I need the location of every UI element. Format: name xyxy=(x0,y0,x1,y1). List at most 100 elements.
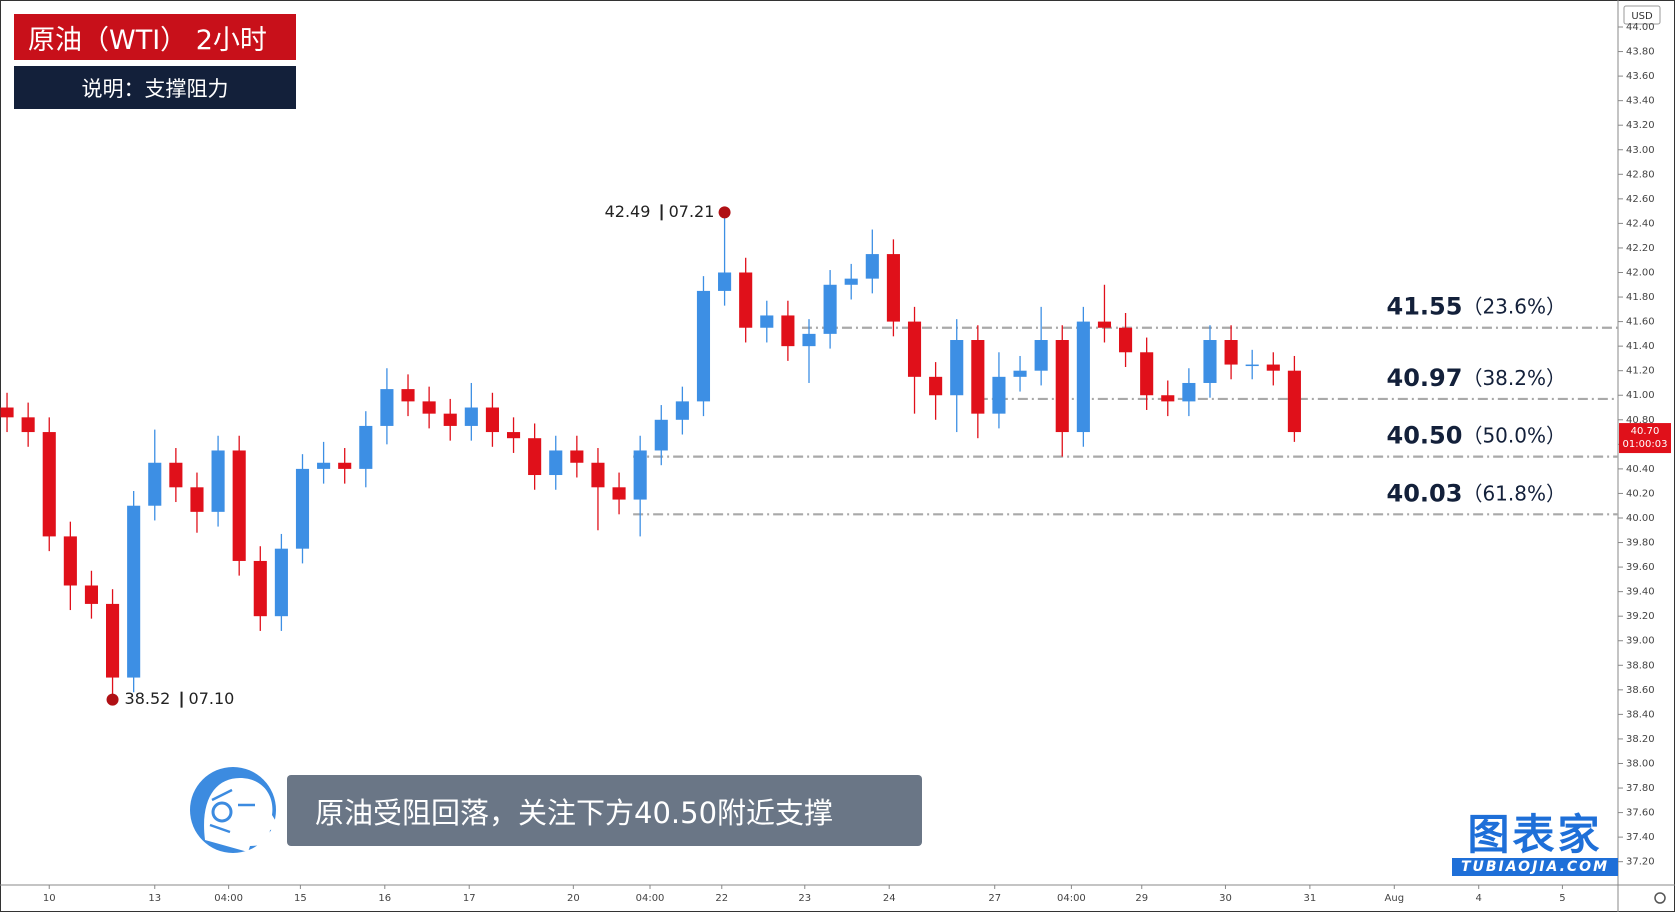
candle-body xyxy=(1119,327,1133,353)
y-tick-label: 38.20 xyxy=(1626,734,1655,745)
candle-body xyxy=(1140,352,1154,396)
fib-ratio: （23.6%） xyxy=(1462,294,1566,318)
candle-body xyxy=(359,425,373,469)
candle-body xyxy=(549,450,563,476)
y-tick-label: 43.80 xyxy=(1626,47,1655,58)
candle-body xyxy=(781,315,795,347)
candle-body xyxy=(380,389,394,426)
x-tick-label: 13 xyxy=(148,893,161,904)
candle-body xyxy=(211,450,225,512)
fib-price: 41.55 xyxy=(1387,293,1463,321)
candle-body xyxy=(42,432,56,537)
candle-body xyxy=(295,468,310,549)
candle-body xyxy=(591,462,605,488)
candle-body xyxy=(422,401,436,414)
y-tick-label: 39.40 xyxy=(1626,587,1655,598)
fib-ratio: （61.8%） xyxy=(1462,481,1566,505)
y-tick-label: 43.00 xyxy=(1626,145,1655,156)
fib-ratio: （38.2%） xyxy=(1462,365,1566,389)
candle-body xyxy=(528,438,542,476)
candle-body xyxy=(1034,340,1048,371)
candle-body xyxy=(718,272,732,291)
extreme-date: 07.10 xyxy=(189,689,235,708)
candle-body xyxy=(1287,370,1301,433)
fib-price: 40.03 xyxy=(1387,479,1463,507)
candle-body xyxy=(1203,340,1217,383)
y-tick-label: 40.80 xyxy=(1626,415,1655,426)
fib-price: 40.97 xyxy=(1387,364,1463,392)
candle-body xyxy=(106,603,120,678)
y-tick-label: 37.80 xyxy=(1626,783,1655,794)
y-tick-label: 38.60 xyxy=(1626,685,1655,696)
y-tick-label: 42.40 xyxy=(1626,218,1655,229)
candle-body xyxy=(1224,340,1238,365)
candle-body xyxy=(675,401,689,420)
y-tick-label: 37.40 xyxy=(1626,832,1655,843)
extreme-dot xyxy=(718,206,731,219)
candle-body xyxy=(169,462,183,488)
last-price: 40.70 xyxy=(1631,426,1660,437)
candle-body xyxy=(971,340,985,414)
x-tick-label: 5 xyxy=(1559,893,1565,904)
y-tick-label: 41.40 xyxy=(1626,341,1655,352)
candle-body xyxy=(274,548,288,617)
candle-body xyxy=(1013,370,1027,377)
y-tick-label: 40.20 xyxy=(1626,488,1655,499)
countdown: 01:00:03 xyxy=(1623,439,1668,450)
candle-body xyxy=(696,290,711,402)
y-tick-label: 38.80 xyxy=(1626,660,1655,671)
extreme-price: 38.52 xyxy=(125,689,171,708)
candle-body xyxy=(1161,395,1175,402)
y-tick-label: 41.80 xyxy=(1626,292,1655,303)
candle-body xyxy=(929,376,943,396)
fib-label: 40.97（38.2%） xyxy=(1387,364,1566,392)
extreme-dot xyxy=(106,693,119,706)
candle-body xyxy=(443,413,457,426)
y-tick-label: 39.60 xyxy=(1626,562,1655,573)
candle-body xyxy=(654,419,668,451)
y-tick-label: 41.00 xyxy=(1626,390,1655,401)
candle-body xyxy=(127,505,141,678)
fib-label: 40.50（50.0%） xyxy=(1387,422,1566,450)
candle-body xyxy=(886,254,900,322)
candle-body xyxy=(844,278,858,285)
candle-body xyxy=(1076,321,1090,433)
candle-body xyxy=(823,284,837,334)
candle-body xyxy=(401,389,415,402)
x-tick-label: 27 xyxy=(988,893,1001,904)
extreme-price: 42.49 xyxy=(605,202,651,221)
settings-icon[interactable] xyxy=(1654,892,1666,904)
fib-ratio: （50.0%） xyxy=(1462,423,1566,447)
fib-label: 41.55（23.6%） xyxy=(1387,293,1566,321)
candle-body xyxy=(739,272,753,328)
y-tick-label: 37.60 xyxy=(1626,808,1655,819)
candle-body xyxy=(1097,321,1112,328)
x-tick-label: 04:00 xyxy=(214,893,243,904)
x-tick-label: 16 xyxy=(378,893,391,904)
candle-body xyxy=(84,585,99,604)
x-tick-label: 29 xyxy=(1135,893,1148,904)
candle-body xyxy=(253,560,267,617)
subtitle: 说明：支撑阻力 xyxy=(14,66,296,109)
candle-body xyxy=(190,487,204,512)
y-tick-label: 41.60 xyxy=(1626,317,1655,328)
x-tick-label: 20 xyxy=(567,893,580,904)
x-tick-label: 04:00 xyxy=(636,893,665,904)
y-tick-label: 38.00 xyxy=(1626,758,1655,769)
currency-box xyxy=(1623,5,1661,25)
candle-body xyxy=(1266,364,1280,371)
y-tick-label: 38.40 xyxy=(1626,709,1655,720)
candle-body xyxy=(506,432,521,439)
y-tick-label: 40.00 xyxy=(1626,513,1655,524)
candle-body xyxy=(865,254,879,279)
y-tick-label: 39.20 xyxy=(1626,611,1655,622)
x-tick-label: 15 xyxy=(294,893,307,904)
candle-body xyxy=(338,462,352,469)
candle-body xyxy=(612,487,626,500)
y-tick-label: 43.20 xyxy=(1626,120,1655,131)
y-tick-label: 43.60 xyxy=(1626,71,1655,82)
candle-body xyxy=(802,333,816,347)
y-tick-label: 42.80 xyxy=(1626,169,1655,180)
